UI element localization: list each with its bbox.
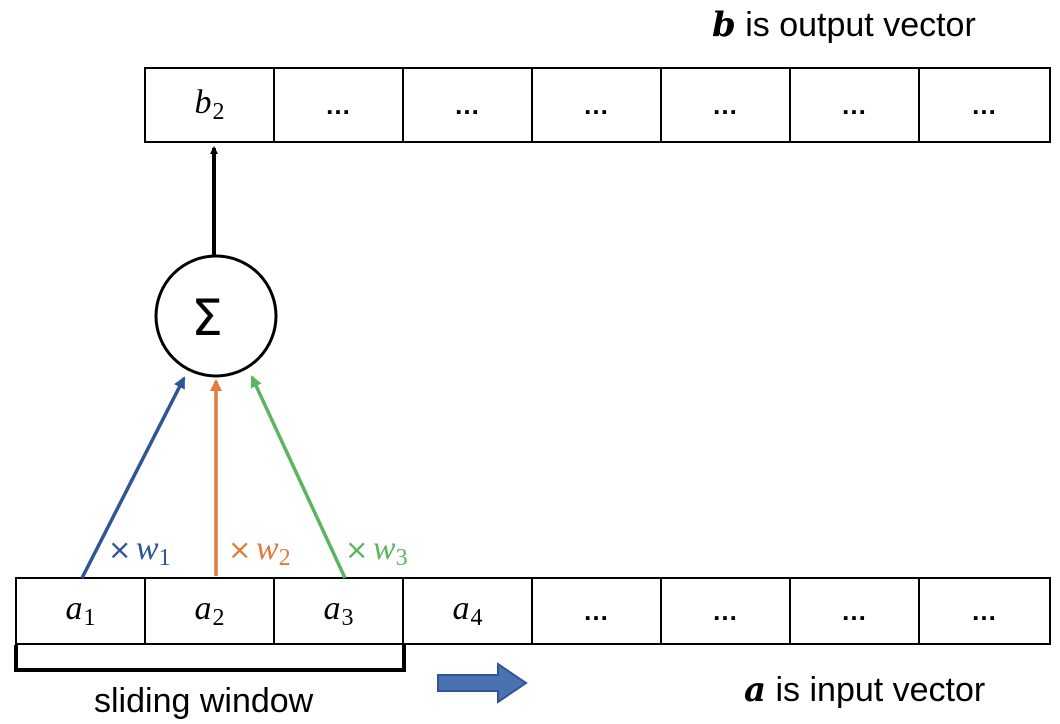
weight-label-w2: × w2 (228, 530, 291, 571)
ellipsis-text: … (712, 595, 739, 626)
input-cell-ellipsis: … (920, 579, 1049, 643)
weight-arrow-w3 (250, 375, 347, 579)
weight-symbol: w3 (372, 530, 408, 571)
weight-symbol: w1 (135, 530, 171, 571)
output-cell-ellipsis: … (791, 69, 920, 141)
math-subscript: 1 (83, 605, 96, 631)
sliding-window-bracket (14, 645, 406, 672)
ellipsis-text: … (583, 595, 610, 626)
ellipsis-text: … (841, 89, 868, 120)
ellipsis-text: … (583, 89, 610, 120)
times-symbol: × (108, 533, 132, 566)
input-caption-variable: a (744, 670, 767, 710)
weight-label-w1: × w1 (108, 530, 171, 571)
math-symbol: a4 (452, 590, 483, 631)
output-cell-ellipsis: … (920, 69, 1049, 141)
times-symbol: × (345, 533, 369, 566)
output-cell-ellipsis: … (275, 69, 404, 141)
math-symbol: a3 (323, 590, 354, 631)
slide-direction-arrow (437, 662, 528, 704)
output-cell-ellipsis: … (533, 69, 662, 141)
output-cell-b2: b2 (146, 69, 275, 141)
sum-symbol: Σ (191, 289, 223, 347)
math-subscript: 2 (212, 99, 225, 125)
sum-node (154, 254, 278, 378)
ellipsis-text: … (325, 89, 352, 120)
output-cell-ellipsis: … (662, 69, 791, 141)
weight-subscript: 2 (278, 545, 291, 571)
weight-label-w3: × w3 (345, 530, 408, 571)
ellipsis-text: … (971, 89, 998, 120)
weight-subscript: 3 (395, 545, 408, 571)
math-subscript: 2 (212, 605, 225, 631)
times-symbol: × (228, 533, 252, 566)
weight-arrow-w1 (80, 376, 186, 579)
input-cell-a3: a3 (275, 579, 404, 643)
output-caption-variable: b (712, 5, 736, 45)
weight-subscript: 1 (158, 545, 171, 571)
input-cell-a2: a2 (146, 579, 275, 643)
math-subscript: 4 (470, 605, 483, 631)
output-vector: b2 … … … … … … (144, 67, 1051, 143)
output-caption: b is output vector (712, 8, 976, 42)
ellipsis-text: … (971, 595, 998, 626)
math-symbol: a2 (194, 590, 225, 631)
input-cell-ellipsis: … (791, 579, 920, 643)
input-cell-ellipsis: … (662, 579, 791, 643)
input-vector: a1 a2 a3 a4 … … … … (15, 577, 1051, 645)
sliding-window-label: sliding window (94, 682, 314, 720)
input-caption-text: is input vector (766, 671, 986, 709)
input-cell-a1: a1 (17, 579, 146, 643)
math-symbol: a1 (65, 590, 96, 631)
output-caption-text: is output vector (735, 6, 976, 44)
math-subscript: 3 (341, 605, 354, 631)
input-cell-a4: a4 (404, 579, 533, 643)
input-caption: a is input vector (744, 673, 985, 707)
weight-symbol: w2 (255, 530, 291, 571)
ellipsis-text: … (712, 89, 739, 120)
input-cell-ellipsis: … (533, 579, 662, 643)
output-cell-ellipsis: … (404, 69, 533, 141)
math-symbol: b2 (194, 84, 225, 125)
ellipsis-text: … (454, 89, 481, 120)
ellipsis-text: … (841, 595, 868, 626)
